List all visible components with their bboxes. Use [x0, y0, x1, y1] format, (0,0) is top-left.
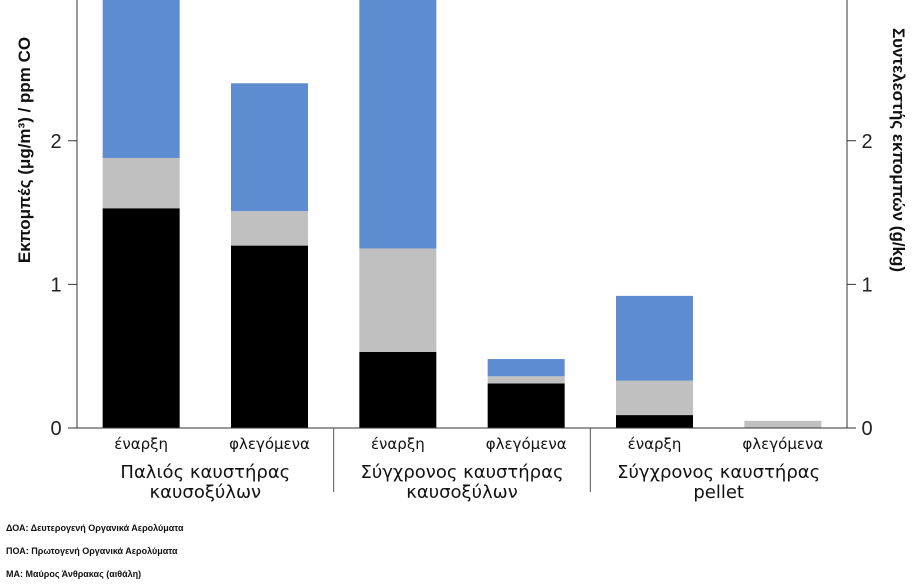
category-label: φλεγόμενα [742, 435, 823, 453]
legend-line-poa: ΠΟΑ: Πρωτογενή Οργανικά Αερολύματα [6, 546, 178, 556]
bar-segment-ποα [744, 420, 822, 428]
group-label: pellet [693, 482, 744, 503]
right-axis-title: Συντελεστής εκπομπών (g/kg) [889, 28, 908, 272]
bar-segment-μα [359, 351, 437, 428]
bar-segment-δοα [616, 295, 693, 381]
bar-segment-μα [616, 415, 693, 428]
category-label: φλεγόμενα [229, 435, 310, 453]
category-label: έναρξη [371, 435, 425, 453]
bar-segment-μα [102, 208, 180, 428]
bar-segment-δοα [487, 359, 565, 377]
category-label: φλεγόμενα [486, 435, 567, 453]
right-tick-label: 0 [861, 418, 872, 440]
group-label: καυσοξύλων [150, 482, 262, 503]
group-label: Παλιός καυστήρας [120, 462, 290, 483]
bar-segment-δοα [359, 0, 437, 249]
bar-segment-δοα [231, 83, 308, 212]
group-label: Σύγχρονος καυστήρας [617, 462, 820, 483]
left-tick-label: 2 [50, 131, 61, 153]
legend-line-ma: ΜΑ: Μαύρος Άνθρακας (αιθάλη) [6, 569, 142, 579]
bar-segment-ποα [359, 248, 437, 352]
left-tick-label: 0 [50, 418, 61, 440]
left-tick-label: 1 [50, 274, 61, 296]
bar-segment-ποα [616, 380, 693, 416]
bar-segment-ποα [231, 211, 308, 246]
bar-segment-μα [231, 245, 308, 428]
group-label: καυσοξύλων [406, 482, 518, 503]
category-label: έναρξη [628, 435, 682, 453]
category-label: έναρξη [114, 435, 168, 453]
bar-segment-ποα [102, 157, 180, 209]
bar-segment-μα [487, 383, 565, 428]
right-tick-label: 1 [861, 274, 872, 296]
left-axis-title: Εκπομπές (μg/m³) / ppm CO [15, 37, 34, 263]
legend-line-doa: ΔΟΑ: Δευτερογενή Οργανικά Αερολύματα [6, 523, 184, 533]
group-label: Σύγχρονος καυστήρας [360, 462, 563, 483]
bar-segment-δοα [102, 0, 180, 158]
right-tick-label: 2 [861, 131, 872, 153]
bar-segment-ποα [487, 376, 565, 384]
legend: ΔΟΑ: Δευτερογενή Οργανικά Αερολύματα ΠΟΑ… [6, 517, 184, 586]
